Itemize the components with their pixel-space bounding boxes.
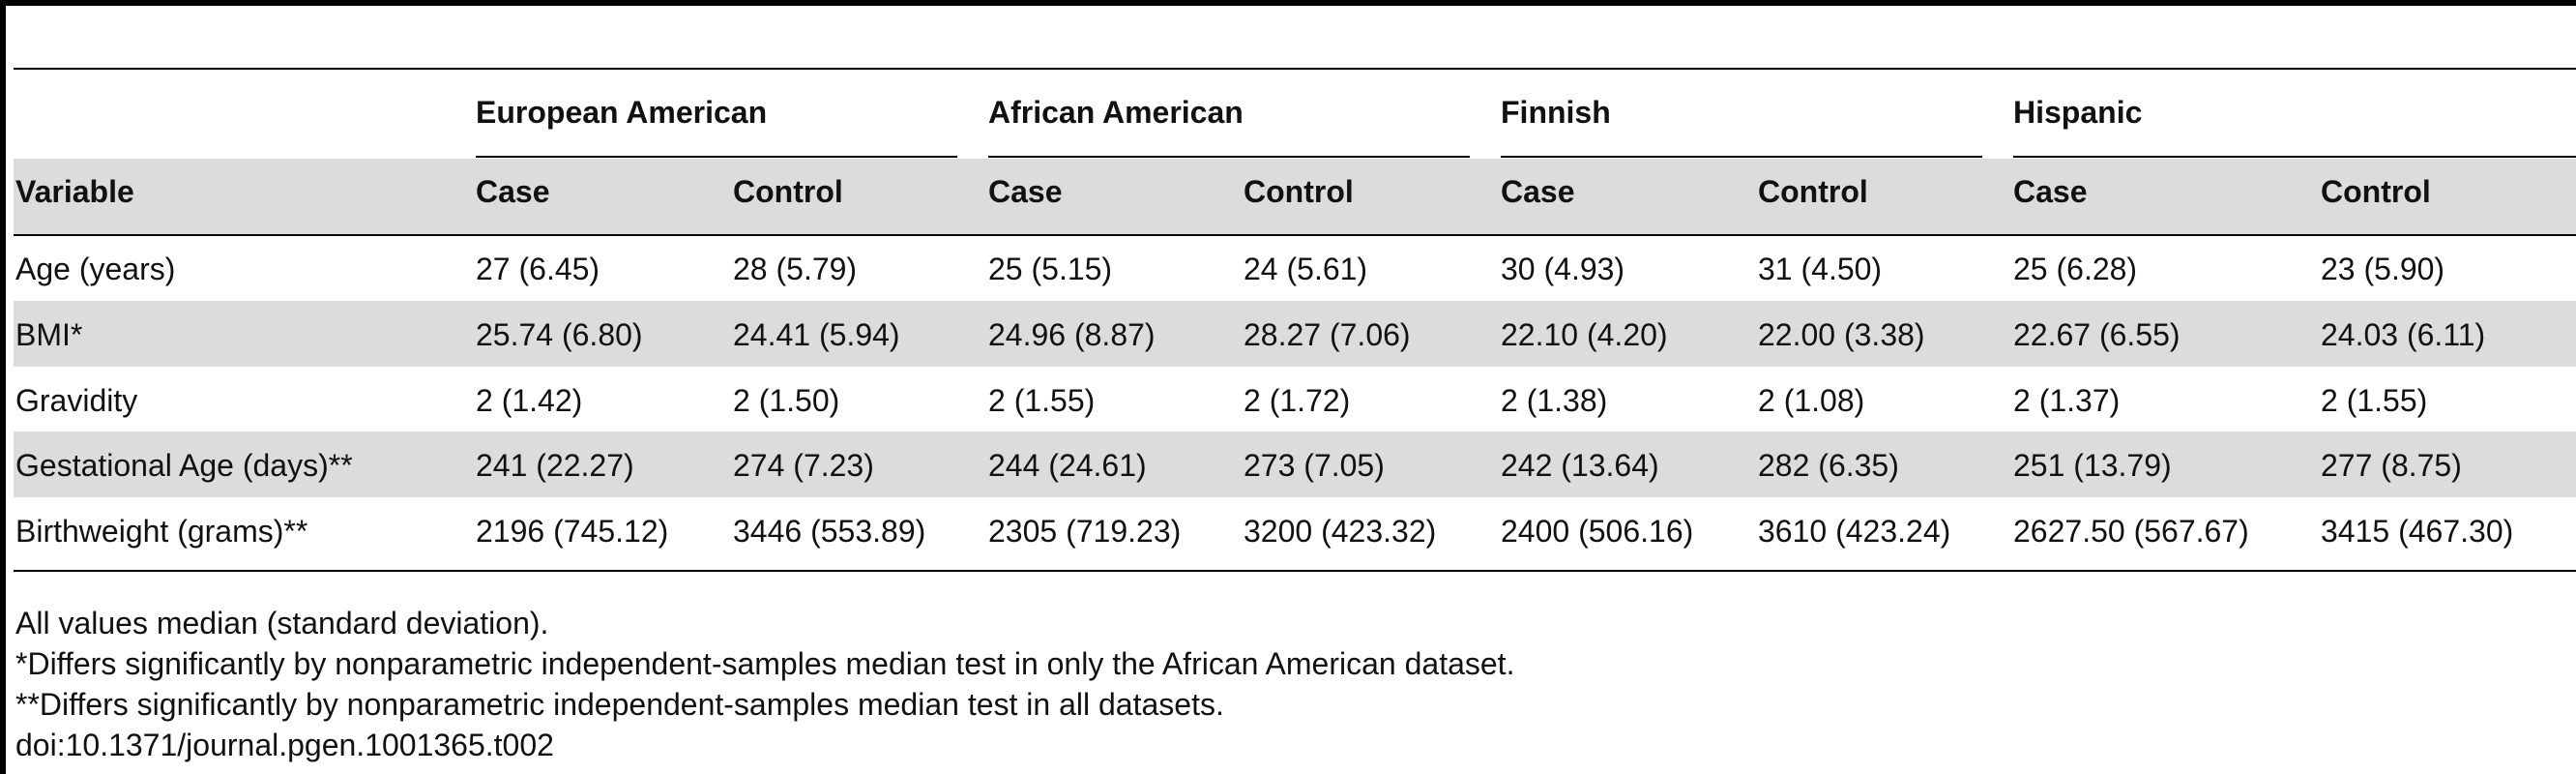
table-cell: 2 (1.37) <box>2013 383 2121 418</box>
group-header-african-american: African American <box>988 95 1244 130</box>
table-cell: 3200 (423.32) <box>1244 514 1437 549</box>
column-header-case: Case <box>2013 174 2088 209</box>
table-cell: 2 (1.08) <box>1758 383 1865 418</box>
table-cell: 25 (5.15) <box>988 252 1113 286</box>
doi-text: doi:10.1371/journal.pgen.1001365.t002 <box>15 728 554 762</box>
table-cell: 277 (8.75) <box>2321 448 2462 483</box>
table-cell: 2 (1.38) <box>1501 383 1608 418</box>
footnote-single-asterisk: *Differs significantly by nonparametric … <box>15 646 1515 681</box>
column-header-control: Control <box>2321 174 2431 209</box>
table-cell: 2400 (506.16) <box>1501 514 1694 549</box>
column-header-control: Control <box>1758 174 1868 209</box>
table-cell: 2305 (719.23) <box>988 514 1182 549</box>
column-header-case: Case <box>1501 174 1575 209</box>
table-cell: 2 (1.55) <box>988 383 1096 418</box>
table-cell: 251 (13.79) <box>2013 448 2172 483</box>
row-label: Age (years) <box>15 252 176 286</box>
table-cell: 24.03 (6.11) <box>2321 317 2486 352</box>
table-cell: 31 (4.50) <box>1758 252 1883 286</box>
table-cell: 24.41 (5.94) <box>733 317 900 352</box>
table-bottom-rule <box>14 570 2576 572</box>
table-cell: 282 (6.35) <box>1758 448 1899 483</box>
row-label: Birthweight (grams)** <box>15 514 308 549</box>
group-underline-finnish <box>1501 156 1982 158</box>
column-header-case: Case <box>988 174 1063 209</box>
row-label: Gravidity <box>15 383 138 418</box>
table-cell: 3446 (553.89) <box>733 514 926 549</box>
group-header-european-american: European American <box>476 95 768 130</box>
table-cell: 2 (1.72) <box>1244 383 1351 418</box>
row-band-bmi <box>14 301 2576 367</box>
table-cell: 273 (7.05) <box>1244 448 1385 483</box>
table-cell: 274 (7.23) <box>733 448 874 483</box>
table-cell: 3610 (423.24) <box>1758 514 1951 549</box>
top-border <box>0 0 2576 6</box>
table-cell: 25.74 (6.80) <box>476 317 643 352</box>
table-cell: 2627.50 (567.67) <box>2013 514 2249 549</box>
table-cell: 22.00 (3.38) <box>1758 317 1925 352</box>
table-cell: 24.96 (8.87) <box>988 317 1156 352</box>
table-cell: 2 (1.50) <box>733 383 840 418</box>
footnote-values-note: All values median (standard deviation). <box>15 606 549 640</box>
table-footnotes: All values median (standard deviation). … <box>15 603 1514 765</box>
table-cell: 2 (1.42) <box>476 383 583 418</box>
column-header-control: Control <box>1244 174 1354 209</box>
table-cell: 2 (1.55) <box>2321 383 2428 418</box>
table-cell: 22.67 (6.55) <box>2013 317 2181 352</box>
left-border <box>0 0 6 774</box>
table-cell: 22.10 (4.20) <box>1501 317 1668 352</box>
group-header-finnish: Finnish <box>1501 95 1611 130</box>
group-underline-european-american <box>476 156 957 158</box>
table-cell: 2196 (745.12) <box>476 514 669 549</box>
table-cell: 25 (6.28) <box>2013 252 2138 286</box>
group-underline-hispanic <box>2013 156 2576 158</box>
footnote-double-asterisk: **Differs significantly by nonparametric… <box>15 687 1224 722</box>
table-top-rule <box>14 68 2576 70</box>
table-cell: 24 (5.61) <box>1244 252 1368 286</box>
group-header-hispanic: Hispanic <box>2013 95 2143 130</box>
row-band-gestational-age <box>14 432 2576 497</box>
header-bottom-rule <box>14 234 2576 236</box>
row-label: BMI* <box>15 317 83 352</box>
table-cell: 3415 (467.30) <box>2321 514 2514 549</box>
column-header-control: Control <box>733 174 843 209</box>
table-cell: 28 (5.79) <box>733 252 858 286</box>
header-row-band <box>14 159 2576 234</box>
row-label: Gestational Age (days)** <box>15 448 353 483</box>
column-header-case: Case <box>476 174 550 209</box>
table-cell: 27 (6.45) <box>476 252 600 286</box>
table-cell: 241 (22.27) <box>476 448 634 483</box>
table-cell: 242 (13.64) <box>1501 448 1659 483</box>
table-cell: 30 (4.93) <box>1501 252 1625 286</box>
table-cell: 244 (24.61) <box>988 448 1147 483</box>
group-underline-african-american <box>988 156 1470 158</box>
table-cell: 23 (5.90) <box>2321 252 2445 286</box>
column-header-variable: Variable <box>15 174 134 209</box>
table-cell: 28.27 (7.06) <box>1244 317 1411 352</box>
